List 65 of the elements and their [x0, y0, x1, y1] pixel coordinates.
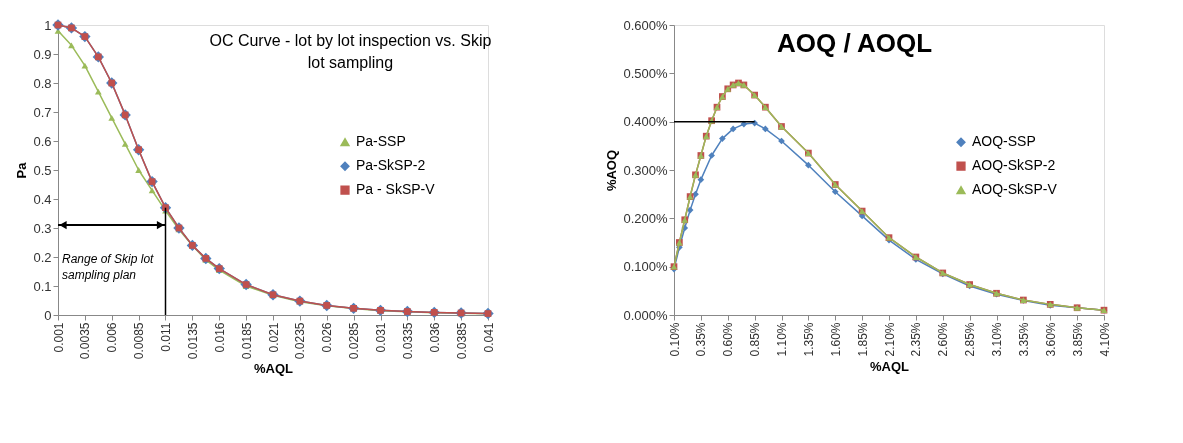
- y-tick-label: 0.6: [33, 133, 52, 149]
- x-tick-label: 2.85%: [963, 322, 978, 357]
- x-tick-label: 0.036: [427, 322, 442, 353]
- x-tick-label: 0.001: [51, 322, 66, 353]
- x-tick-label: 1.60%: [828, 322, 843, 357]
- y-tick-label: 0.000%: [623, 307, 668, 323]
- x-tick-label: 0.60%: [721, 322, 736, 357]
- y-tick-label: 0.9: [33, 46, 52, 62]
- x-tick-label: 2.10%: [882, 322, 897, 357]
- x-tick-label: 2.35%: [909, 322, 924, 357]
- y-tick-label: 0: [44, 307, 52, 323]
- y-tick-label: 0.300%: [623, 162, 668, 178]
- y-tick-label: 0.8: [33, 75, 52, 91]
- x-tick-label: 0.006: [105, 322, 120, 353]
- y-tick-label: 1: [44, 17, 52, 33]
- y-tick-label: 0.5: [33, 162, 52, 178]
- y-axis-title: %AOQ: [604, 149, 620, 192]
- x-tick-label: 3.85%: [1070, 322, 1085, 357]
- x-tick-label: 0.0335: [400, 322, 415, 360]
- y-tick-label: 0.400%: [623, 114, 668, 130]
- y-tick-label: 0.4: [33, 191, 52, 207]
- x-tick-label: 2.60%: [936, 322, 951, 357]
- x-tick-label: 0.0085: [132, 322, 147, 360]
- legend-label: Pa-SkSP-2: [356, 157, 426, 174]
- y-axis-title: Pa: [14, 161, 30, 179]
- x-tick-label: 1.85%: [855, 322, 870, 357]
- x-axis-title: %AQL: [254, 361, 294, 377]
- x-tick-label: 0.0285: [347, 322, 362, 360]
- x-tick-label: 0.021: [266, 322, 281, 353]
- y-tick-label: 0.2: [33, 249, 52, 265]
- y-tick-label: 0.600%: [623, 17, 668, 33]
- chart-title: AOQ / AOQL: [777, 28, 933, 58]
- x-tick-label: 0.0135: [185, 322, 200, 360]
- legend-label: Pa-SSP: [356, 133, 406, 150]
- legend-label: Pa - SkSP-V: [356, 181, 436, 198]
- y-tick-label: 0.500%: [623, 65, 668, 81]
- x-tick-label: 1.10%: [775, 322, 789, 357]
- annotation: Range of Skip lot sampling plan: [62, 252, 155, 283]
- x-tick-label: 0.10%: [667, 322, 682, 357]
- y-tick-label: 0.100%: [623, 259, 668, 275]
- x-tick-label: 0.0035: [78, 322, 93, 360]
- x-tick-label: 0.85%: [748, 322, 763, 357]
- x-tick-label: 3.60%: [1043, 322, 1058, 357]
- y-tick-label: 0.1: [33, 278, 52, 294]
- y-tick-label: 0.200%: [623, 210, 668, 226]
- y-tick-label: 0.7: [33, 104, 52, 120]
- legend-label: AOQ-SSP: [972, 133, 1036, 150]
- x-tick-label: 0.0235: [293, 322, 308, 360]
- y-tick-label: 0.3: [33, 220, 52, 236]
- x-tick-label: 0.0185: [239, 322, 254, 360]
- x-tick-label: 1.35%: [801, 322, 816, 357]
- x-axis-title: %AQL: [870, 358, 910, 374]
- x-tick-label: 0.041: [481, 322, 496, 353]
- legend-label: AOQ-SkSP-2: [972, 157, 1056, 174]
- x-tick-label: 3.10%: [990, 322, 1004, 357]
- x-tick-label: 0.016: [212, 322, 227, 353]
- text: OC Curve - lot by lot inspection vs. Skip lot sampling: [209, 32, 492, 71]
- x-tick-label: 0.35%: [694, 322, 709, 357]
- x-tick-label: 0.011: [159, 322, 173, 352]
- legend-label: AOQ-SkSP-V: [972, 181, 1058, 198]
- x-tick-label: 0.031: [374, 322, 388, 353]
- x-tick-label: 0.0385: [454, 322, 469, 360]
- x-tick-label: 4.10%: [1097, 322, 1112, 357]
- x-tick-label: 3.35%: [1016, 322, 1031, 357]
- x-tick-label: 0.026: [320, 322, 335, 353]
